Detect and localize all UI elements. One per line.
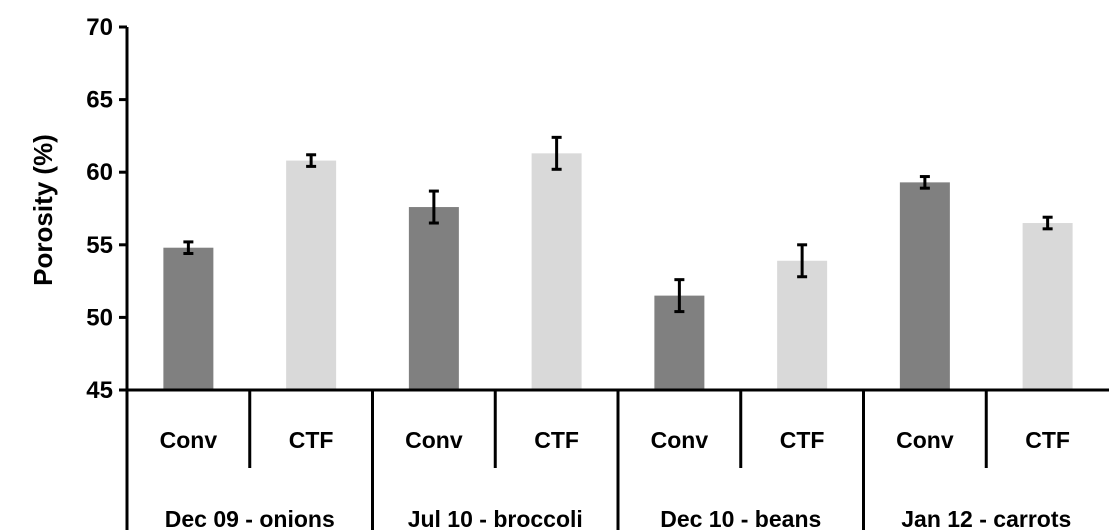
y-axis: 45 50 55 60 65 70	[86, 14, 129, 404]
category-label: Conv	[651, 427, 709, 453]
y-tick-label: 45	[86, 377, 113, 404]
y-tick-label: 55	[86, 232, 113, 259]
bar-conv-6	[899, 182, 950, 390]
x-axis: Conv CTF Conv CTF Conv CTF Conv CTF Dec 09 - oni…	[125, 388, 1109, 530]
y-axis-title: Porosity (%)	[28, 134, 58, 286]
category-label: CTF	[534, 427, 579, 453]
category-label: CTF	[780, 427, 825, 453]
group-label: Dec 09 - onions	[165, 506, 335, 530]
y-tick-label: 60	[86, 159, 113, 186]
bar-conv-2	[408, 207, 459, 390]
category-label: Conv	[405, 427, 463, 453]
error-bar	[1042, 215, 1053, 231]
bar-conv-0	[163, 247, 214, 390]
bar-ctf-5	[777, 260, 828, 390]
y-tick-label: 70	[86, 14, 113, 41]
category-label: CTF	[1025, 427, 1070, 453]
group-label: Jul 10 - broccoli	[408, 506, 583, 530]
category-label: Conv	[896, 427, 954, 453]
category-label: CTF	[289, 427, 334, 453]
bar-ctf-7	[1022, 223, 1073, 390]
category-label: Conv	[160, 427, 218, 453]
y-tick-label: 50	[86, 304, 113, 331]
error-bar	[306, 153, 317, 168]
error-bar	[428, 189, 439, 225]
error-bar	[919, 175, 930, 190]
group-label: Dec 10 - beans	[660, 506, 821, 530]
group-label: Jan 12 - carrots	[901, 506, 1071, 530]
error-bar	[797, 243, 808, 279]
y-tick-label: 65	[86, 87, 113, 114]
error-bar	[183, 240, 194, 256]
error-bar	[674, 278, 685, 314]
error-bars	[183, 135, 1053, 314]
bars	[163, 153, 1073, 390]
error-bar	[551, 135, 562, 171]
bar-ctf-1	[286, 160, 337, 390]
bar-ctf-3	[531, 153, 582, 390]
